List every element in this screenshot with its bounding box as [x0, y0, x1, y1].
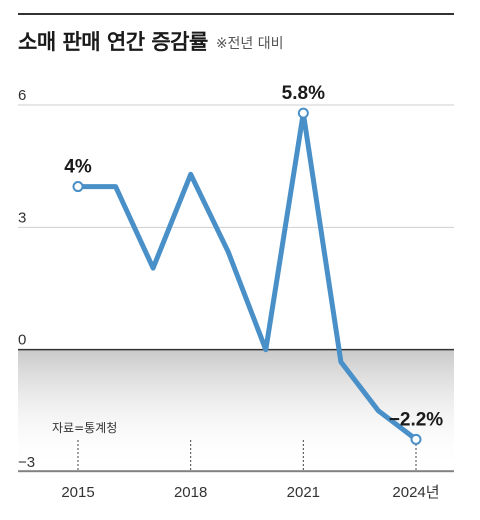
- chart-title: 소매 판매 연간 증감률: [18, 30, 208, 54]
- data-labels: 4% 5.8% −2.2%: [64, 83, 443, 430]
- chart-subtitle: ※전년 대비: [215, 36, 284, 52]
- data-label: 5.8%: [282, 83, 325, 104]
- title-rule: [18, 13, 454, 15]
- data-label: 4%: [64, 157, 92, 178]
- data-marker: [297, 107, 309, 119]
- source-note: 자료=통계청: [52, 421, 117, 435]
- x-tick-label: 2021: [287, 484, 320, 501]
- series-line: [75, 110, 419, 442]
- y-tick-label: 6: [18, 87, 26, 104]
- x-tick-marks: [77, 440, 417, 471]
- y-tick-label: 3: [18, 209, 26, 226]
- x-tick-label: 2015: [61, 484, 94, 501]
- data-label: −2.2%: [389, 409, 444, 430]
- x-tick-label: 2018: [174, 484, 207, 501]
- y-tick-label: 0: [18, 332, 26, 349]
- y-tick-labels: 6 3 0 −3: [18, 87, 35, 471]
- x-tick-label: 2024년: [392, 484, 439, 501]
- gridlines: [18, 104, 454, 473]
- data-marker: [72, 181, 84, 193]
- x-tick-labels: 2015 2018 2021 2024년: [61, 484, 439, 501]
- data-markers: [72, 107, 422, 445]
- negative-region-shade: [18, 349, 454, 470]
- y-tick-label: −3: [18, 454, 35, 471]
- data-marker: [410, 433, 422, 445]
